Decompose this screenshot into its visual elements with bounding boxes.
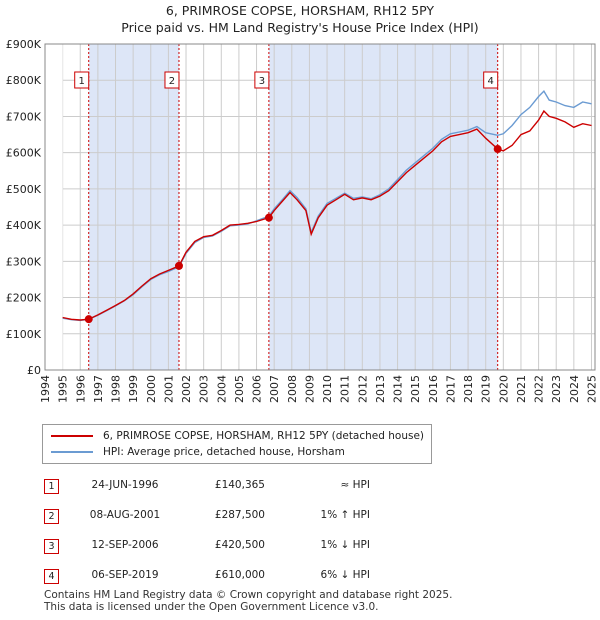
sale-row: 4 06-SEP-2019 £610,000 6% ↓ HPI [0,568,600,586]
sale-marker-label: 4 [488,76,494,87]
y-tick-label: £500K [6,183,42,196]
x-tick-label: 2006 [251,375,264,403]
sale-row: 1 24-JUN-1996 £140,365 ≈ HPI [0,478,600,496]
y-tick-label: £600K [6,147,42,160]
sale-price: £140,365 [214,479,265,491]
x-tick-label: 2003 [198,375,211,403]
legend-swatch-price [51,435,93,437]
x-tick-label: 2019 [480,375,493,403]
x-tick-label: 2025 [585,375,598,403]
x-tick-label: 1997 [92,375,105,403]
sale-marker-label: 1 [44,479,59,494]
sale-marker-box [483,71,499,89]
sale-hpi-compare: 1% ↑ HPI [320,509,370,521]
sale-point [493,145,502,154]
x-tick-label: 1998 [110,375,123,403]
sale-point [264,213,273,222]
sale-marker-box [164,71,180,89]
x-tick-label: 2020 [497,375,510,403]
footer-licence: This data is licensed under the Open Gov… [44,601,379,613]
x-tick-label: 2000 [145,375,158,403]
sale-row: 3 12-SEP-2006 £420,500 1% ↓ HPI [0,538,600,556]
x-tick-label: 2001 [162,375,175,403]
chart-subtitle: Price paid vs. HM Land Registry's House … [121,20,479,35]
x-tick-label: 2007 [268,375,281,403]
y-tick-label: £200K [6,292,42,305]
y-tick-label: £400K [6,219,42,232]
y-tick-label: £300K [6,255,42,268]
sale-point [174,261,183,270]
x-tick-label: 2012 [356,375,369,403]
sale-hpi-compare: 6% ↓ HPI [320,569,370,581]
sale-marker-label: 2 [169,76,175,87]
price-line [62,109,592,321]
sale-marker-box [74,71,90,89]
x-tick-label: 2011 [339,375,352,403]
sale-marker-label: 2 [44,509,59,524]
x-tick-label: 2010 [321,375,334,403]
sale-point [84,315,93,324]
sale-date: 24-JUN-1996 [91,479,159,491]
sale-price: £420,500 [214,539,265,551]
x-tick-label: 2005 [233,375,246,403]
y-tick-label: £800K [6,74,42,87]
x-tick-label: 2017 [444,375,457,403]
x-tick-label: 2018 [462,375,475,403]
y-tick-label: £900K [6,38,42,51]
x-tick-label: 2015 [409,375,422,403]
sale-row: 2 08-AUG-2001 £287,500 1% ↑ HPI [0,508,600,526]
y-tick-label: £100K [6,328,42,341]
price-chart: 1 2 3 4 £0 £100K £200K £300K £400K £500K £600K £700… [6,38,599,403]
x-tick-label: 2021 [515,375,528,403]
sale-date: 12-SEP-2006 [91,539,159,551]
chart-title: 6, PRIMROSE COPSE, HORSHAM, RH12 5PY [165,3,435,18]
x-tick-label: 2002 [180,375,193,403]
x-tick-label: 2024 [568,375,581,403]
x-tick-label: 2013 [374,375,387,403]
sale-date: 08-AUG-2001 [89,509,161,521]
legend-swatch-hpi [51,451,93,453]
x-tick-label: 2008 [286,375,299,403]
legend-label-hpi: HPI: Average price, detached house, Hors… [103,446,345,458]
y-tick-label: £0 [27,364,41,377]
shaded-range [88,44,179,370]
shaded-range [268,44,498,370]
legend-item-hpi: HPI: Average price, detached house, Hors… [51,445,345,459]
x-tick-label: 1994 [39,375,52,403]
sale-price: £287,500 [214,509,265,521]
x-tick-label: 2009 [303,375,316,403]
sale-price: £610,000 [214,569,265,581]
sale-marker-label: 1 [79,76,85,87]
x-tick-label: 2014 [392,375,405,403]
x-tick-label: 2022 [533,375,546,403]
x-tick-label: 2016 [427,375,440,403]
x-tick-label: 2023 [550,375,563,403]
footer-copyright: Contains HM Land Registry data © Crown c… [44,589,453,601]
plot-frame [44,43,596,371]
pre-data-area [45,44,63,370]
sale-marker-label: 4 [44,569,59,584]
sale-hpi-compare: 1% ↓ HPI [320,539,370,551]
x-tick-label: 2004 [215,375,228,403]
y-tick-label: £700K [6,110,42,123]
legend-item-price: 6, PRIMROSE COPSE, HORSHAM, RH12 5PY (de… [51,429,424,443]
legend: 6, PRIMROSE COPSE, HORSHAM, RH12 5PY (de… [42,424,432,464]
footer: Contains HM Land Registry data © Crown c… [44,589,452,613]
sale-hpi-compare: ≈ HPI [340,479,370,491]
sale-marker-label: 3 [44,539,59,554]
x-tick-label: 1995 [57,375,70,403]
sale-marker-label: 3 [259,76,265,87]
sale-marker-box [254,71,270,89]
x-tick-label: 1999 [127,375,140,403]
sale-date: 06-SEP-2019 [91,569,159,581]
x-tick-label: 1996 [74,375,87,403]
legend-label-price: 6, PRIMROSE COPSE, HORSHAM, RH12 5PY (de… [103,430,425,442]
